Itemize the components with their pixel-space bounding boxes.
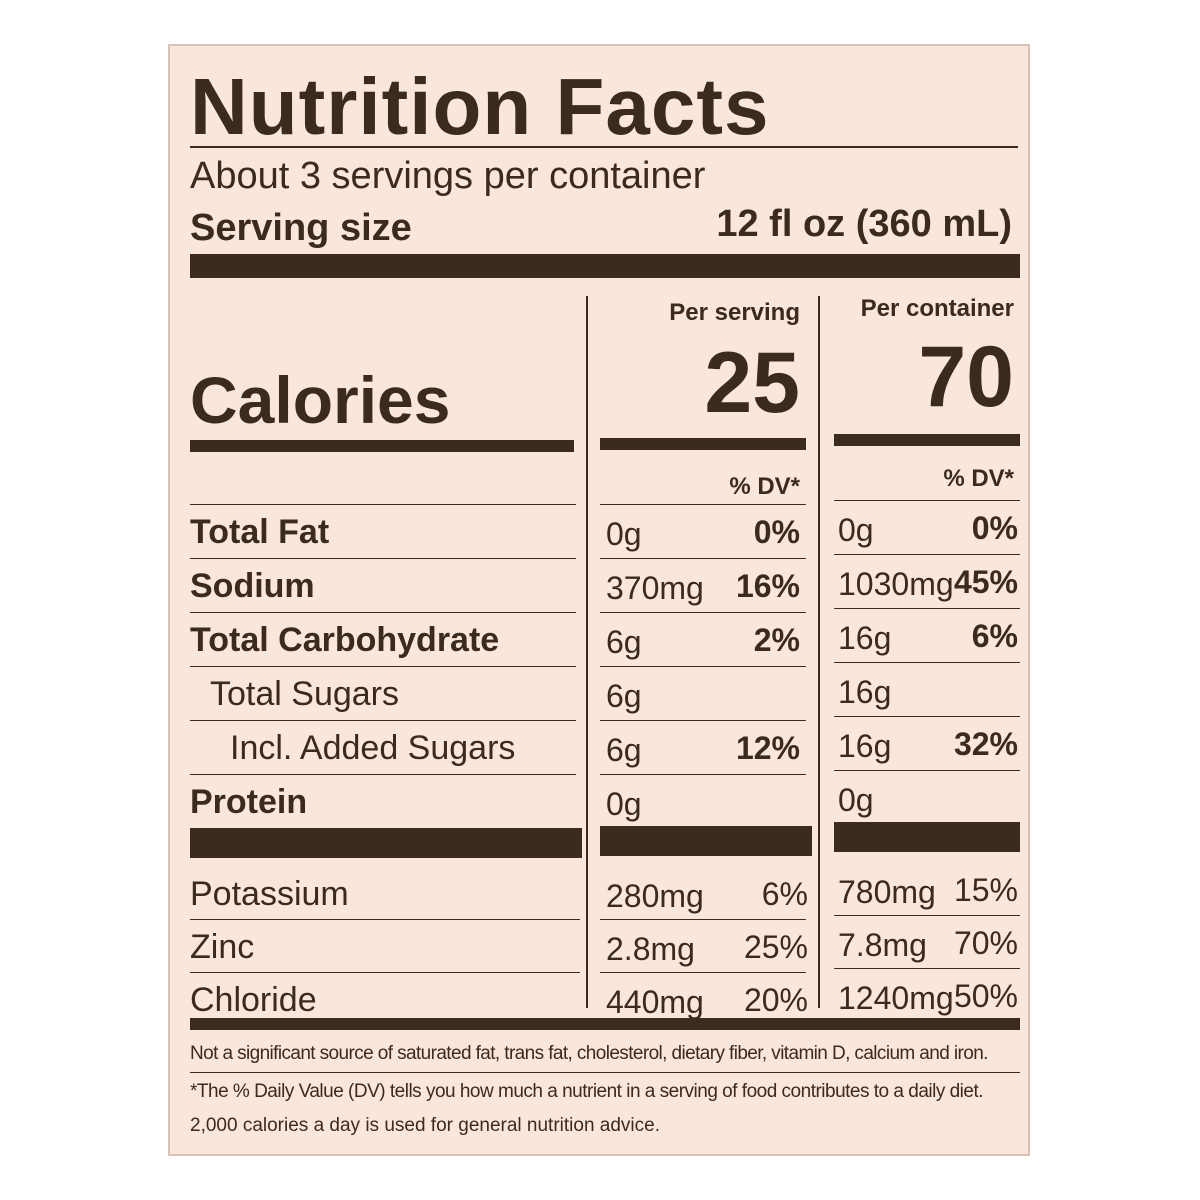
nutrient-amount-serving: 0g: [606, 516, 642, 552]
row-rule: [190, 558, 576, 559]
serving-size-label: Serving size: [190, 207, 412, 249]
nutrient-amount-serving: 6g: [606, 624, 642, 660]
footnote-not-significant: Not a significant source of saturated fa…: [190, 1043, 988, 1064]
row-rule: [190, 666, 576, 667]
nutrition-facts-label: Nutrition Facts About 3 servings per con…: [168, 44, 1030, 1156]
row-rule: [190, 774, 576, 775]
calories-per-serving: 25: [704, 335, 800, 431]
row-rule: [600, 504, 806, 505]
mineral-dv-container: 70%: [953, 925, 1018, 961]
nutrient-dv-container: 45%: [953, 564, 1018, 600]
thick-rule-bottom: [190, 1018, 1020, 1030]
dv-header-serving: % DV*: [729, 473, 800, 500]
row-rule: [190, 504, 576, 505]
title-rule: [190, 146, 1018, 148]
nutrient-name: Incl. Added Sugars: [230, 729, 516, 767]
footnote-dv-line2: 2,000 calories a day is used for general…: [190, 1115, 660, 1136]
nutrient-dv-serving: 0%: [753, 514, 800, 550]
nutrient-dv-container: 0%: [971, 510, 1018, 546]
thick-rule-minerals-serving: [600, 826, 812, 856]
row-rule: [600, 720, 806, 721]
row-rule: [834, 968, 1020, 969]
row-rule: [834, 770, 1020, 771]
row-rule: [834, 662, 1020, 663]
mineral-amount-serving: 440mg: [606, 984, 704, 1020]
thick-rule-top: [190, 254, 1020, 278]
nutrient-dv-serving: 12%: [735, 730, 800, 766]
mineral-dv-serving: 20%: [743, 982, 808, 1018]
thick-rule-minerals-name: [190, 828, 582, 858]
mineral-dv-serving: 6%: [761, 876, 808, 912]
nutrient-amount-serving: 6g: [606, 732, 642, 768]
nutrient-amount-container: 16g: [838, 620, 892, 656]
nutrient-name: Protein: [190, 783, 308, 821]
row-rule: [600, 666, 806, 667]
per-serving-header: Per serving: [669, 299, 800, 326]
nutrient-name: Total Fat: [190, 513, 330, 551]
nutrient-amount-serving: 6g: [606, 678, 642, 714]
nutrient-dv-container: 32%: [953, 726, 1018, 762]
row-rule: [190, 972, 580, 973]
row-rule: [600, 972, 806, 973]
row-rule: [834, 915, 1020, 916]
row-rule: [600, 774, 806, 775]
mineral-amount-container: 1240mg: [838, 980, 954, 1016]
row-rule: [834, 716, 1020, 717]
row-rule: [834, 554, 1020, 555]
dv-header-container: % DV*: [943, 465, 1014, 492]
footnote-dv-line1: *The % Daily Value (DV) tells you how mu…: [190, 1081, 984, 1102]
nutrient-amount-serving: 370mg: [606, 570, 704, 606]
row-rule: [190, 919, 580, 920]
footnote-divider: [190, 1072, 1020, 1073]
servings-per-container: About 3 servings per container: [190, 155, 706, 197]
column-divider-serving: [586, 296, 588, 1008]
calories-rule-serving: [600, 438, 806, 450]
label-title: Nutrition Facts: [190, 62, 770, 151]
row-rule: [600, 919, 806, 920]
nutrient-dv-container: 6%: [971, 618, 1018, 654]
per-container-header: Per container: [860, 295, 1014, 322]
thick-rule-minerals-container: [834, 822, 1020, 852]
serving-size-value: 12 fl oz (360 mL): [716, 203, 1012, 245]
nutrient-amount-container: 0g: [838, 512, 874, 548]
nutrient-dv-serving: 16%: [735, 568, 800, 604]
nutrient-name: Total Sugars: [210, 675, 399, 713]
calories-rule-name: [190, 440, 574, 452]
column-divider-container: [818, 296, 820, 1008]
row-rule: [190, 720, 576, 721]
calories-label: Calories: [190, 363, 451, 437]
mineral-dv-container: 50%: [953, 978, 1018, 1014]
row-rule: [600, 612, 806, 613]
mineral-amount-serving: 2.8mg: [606, 931, 695, 967]
nutrient-amount-container: 16g: [838, 728, 892, 764]
row-rule: [834, 500, 1020, 501]
nutrient-amount-container: 16g: [838, 674, 892, 710]
nutrient-name: Total Carbohydrate: [190, 621, 500, 659]
row-rule: [600, 558, 806, 559]
mineral-dv-container: 15%: [953, 872, 1018, 908]
row-rule: [190, 612, 576, 613]
mineral-amount-container: 7.8mg: [838, 927, 927, 963]
mineral-amount-container: 780mg: [838, 874, 936, 910]
row-rule: [834, 608, 1020, 609]
mineral-dv-serving: 25%: [743, 929, 808, 965]
calories-rule-container: [834, 434, 1020, 446]
nutrient-amount-container: 1030mg: [838, 566, 954, 602]
mineral-name: Zinc: [190, 928, 255, 966]
mineral-name: Potassium: [190, 875, 349, 913]
nutrient-dv-serving: 2%: [753, 622, 800, 658]
nutrient-name: Sodium: [190, 567, 315, 605]
nutrient-amount-container: 0g: [838, 782, 874, 818]
nutrient-amount-serving: 0g: [606, 786, 642, 822]
mineral-amount-serving: 280mg: [606, 878, 704, 914]
calories-per-container: 70: [918, 329, 1014, 425]
mineral-name: Chloride: [190, 981, 317, 1019]
